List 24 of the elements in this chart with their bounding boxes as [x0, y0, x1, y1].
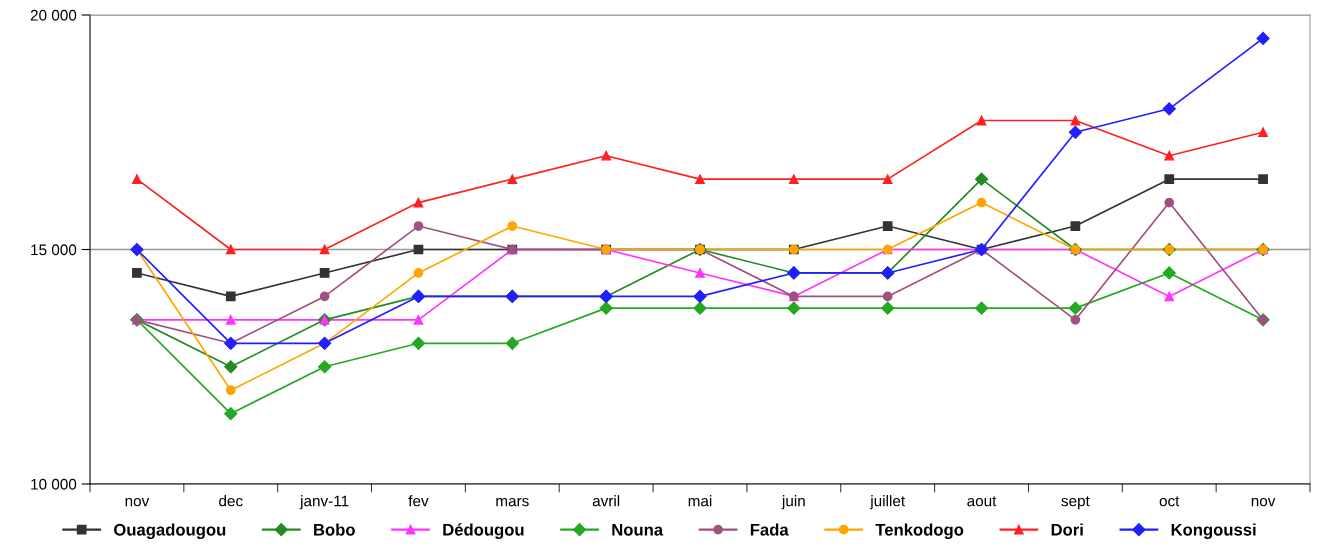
legend-label: Nouna: [612, 524, 664, 536]
legend-label: Dori: [1051, 523, 1083, 536]
legend-label: Dédougou: [443, 523, 524, 539]
x-tick-label: sept: [1061, 496, 1090, 510]
legend-label: Bobo: [314, 523, 355, 536]
x-tick-label: oct: [1159, 496, 1180, 507]
legend-label: Kongoussi: [1171, 523, 1256, 539]
legend-label: Ouagadougou: [114, 523, 226, 539]
legend-label: Fada: [750, 523, 789, 536]
y-tick-label: 10 000: [31, 478, 77, 490]
y-tick-label: 20 000: [30, 9, 77, 21]
x-tick-label: nov: [1251, 497, 1276, 507]
x-tick-label: mai: [688, 495, 712, 507]
x-tick-label: mars: [496, 497, 529, 507]
x-tick-label: dec: [219, 495, 243, 507]
x-tick-label: juin: [781, 495, 805, 510]
x-tick-label: fev: [408, 495, 429, 507]
x-tick-label: janv-11: [299, 495, 349, 510]
x-tick-label: juillet: [869, 495, 905, 510]
x-tick-label: nov: [125, 497, 150, 507]
legend-label: Tenkodogo: [875, 523, 964, 539]
y-tick-label: 15 000: [31, 244, 77, 256]
x-tick-label: avril: [592, 495, 620, 507]
x-tick-label: aout: [967, 496, 997, 507]
